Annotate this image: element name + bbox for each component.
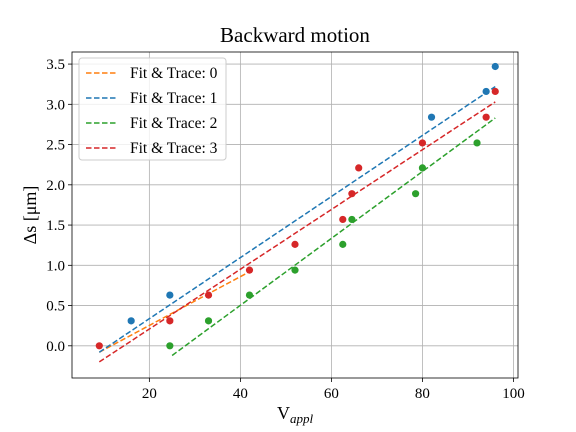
data-point bbox=[339, 215, 347, 224]
x-axis-label-main: V bbox=[277, 403, 290, 423]
data-point bbox=[127, 317, 135, 325]
chart-title: Backward motion bbox=[220, 23, 370, 47]
y-tick-label: 3.0 bbox=[46, 97, 65, 113]
data-point bbox=[418, 139, 427, 147]
data-point bbox=[204, 291, 213, 299]
grid bbox=[72, 52, 518, 378]
fit-line bbox=[98, 85, 496, 353]
legend-label: Fit & Trace: 2 bbox=[130, 115, 217, 132]
legend-label: Fit & Trace: 0 bbox=[130, 65, 218, 82]
data-point bbox=[348, 190, 356, 198]
legend-label: Fit & Trace: 3 bbox=[130, 140, 218, 157]
y-tick-label: 2.5 bbox=[46, 138, 65, 154]
y-tick-label: 0.5 bbox=[46, 299, 65, 315]
fit-lines bbox=[98, 85, 496, 363]
plot-frame bbox=[71, 51, 519, 379]
data-point bbox=[166, 317, 174, 325]
data-point bbox=[491, 62, 499, 71]
data-point bbox=[491, 87, 499, 96]
y-tick-label: 0.0 bbox=[46, 339, 65, 355]
data-point bbox=[348, 215, 356, 224]
legend-label: Fit & Trace: 1 bbox=[130, 90, 217, 107]
x-tick-label: 40 bbox=[233, 386, 248, 402]
data-point bbox=[473, 139, 481, 147]
x-axis-label: Vappl bbox=[277, 403, 314, 426]
x-tick-label: 60 bbox=[324, 386, 339, 402]
y-axis-label: Δs [μm] bbox=[20, 186, 40, 245]
legend: Fit & Trace: 0 Fit & Trace: 1 Fit & Trace:… bbox=[78, 57, 227, 161]
data-point bbox=[355, 164, 363, 172]
x-tick-label: 100 bbox=[502, 386, 525, 402]
fit-line bbox=[98, 101, 496, 363]
y-tick-label: 3.5 bbox=[46, 57, 65, 73]
data-point bbox=[245, 266, 254, 274]
data-point bbox=[482, 113, 490, 121]
data-point bbox=[291, 240, 299, 248]
y-tick-label: 1.5 bbox=[46, 218, 65, 234]
data-point bbox=[482, 87, 490, 96]
data-point bbox=[204, 317, 213, 325]
data-point bbox=[95, 342, 103, 350]
fit-line bbox=[171, 117, 496, 357]
data-point bbox=[291, 266, 299, 274]
data-point bbox=[245, 291, 254, 299]
legend-box bbox=[78, 57, 227, 161]
data-point bbox=[166, 291, 174, 299]
x-tick-label: 80 bbox=[415, 386, 430, 402]
x-axis-label-sub: appl bbox=[290, 411, 314, 426]
y-tick-label: 1.0 bbox=[46, 258, 65, 274]
data-point bbox=[418, 164, 427, 172]
data-point bbox=[427, 113, 436, 121]
axis-ticks: 20 40 60 80 100 0.0 0.5 1.0 1.5 2.0 2.5 3.0 3.5 bbox=[46, 57, 524, 402]
data-point bbox=[412, 190, 420, 198]
data-point bbox=[166, 342, 174, 350]
x-tick-label: 20 bbox=[142, 386, 157, 402]
data-points bbox=[95, 62, 499, 350]
y-tick-label: 2.0 bbox=[46, 178, 65, 194]
data-point bbox=[339, 240, 347, 248]
